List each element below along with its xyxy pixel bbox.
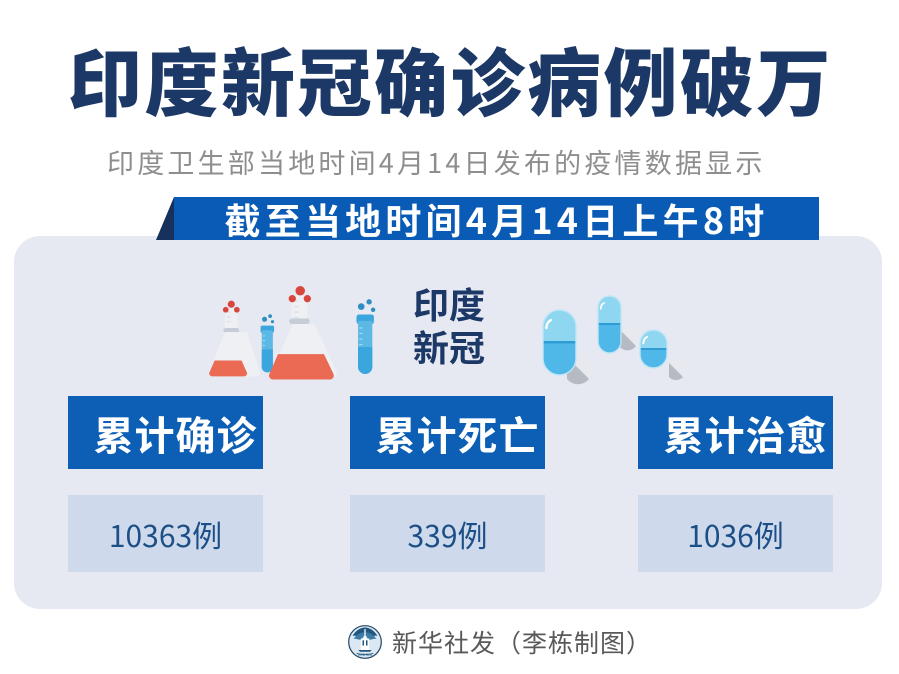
svg-text:XINHUA: XINHUA (358, 653, 373, 657)
